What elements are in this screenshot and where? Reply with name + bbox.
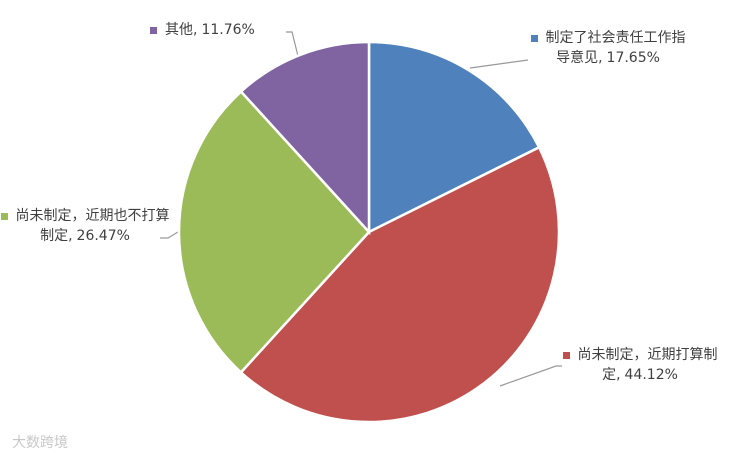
data-label: 其他, 11.76% [150, 20, 255, 40]
leader-line [469, 59, 529, 69]
category-label: 尚未制定，近期打算制定, [577, 347, 718, 383]
value-label: 17.65% [606, 50, 660, 66]
value-label: 44.12% [624, 367, 678, 383]
legend-marker [562, 351, 570, 359]
category-label: 尚未制定，近期也不打算制定, [15, 208, 170, 244]
data-label: 制定了社会责任工作指导意见, 17.65% [528, 28, 688, 68]
data-label: 尚未制定，近期打算制定, 44.12% [560, 345, 720, 385]
legend-marker [150, 26, 157, 34]
value-label: 26.47% [76, 228, 130, 244]
pie-slice [239, 145, 561, 424]
data-label: 尚未制定，近期也不打算制定, 26.47% [0, 206, 170, 246]
category-label: 其他, [165, 22, 198, 38]
watermark: 大数跨境 [12, 435, 68, 451]
leader-line [160, 231, 179, 239]
pie-slice [367, 40, 541, 235]
leader-line [286, 31, 299, 57]
pie-slice [177, 89, 371, 375]
legend-marker [0, 212, 8, 220]
pie-slice [239, 40, 371, 236]
value-label: 11.76% [201, 22, 255, 38]
leader-line [499, 365, 562, 387]
legend-marker [530, 34, 538, 42]
category-label: 制定了社会责任工作指导意见, [545, 30, 686, 66]
